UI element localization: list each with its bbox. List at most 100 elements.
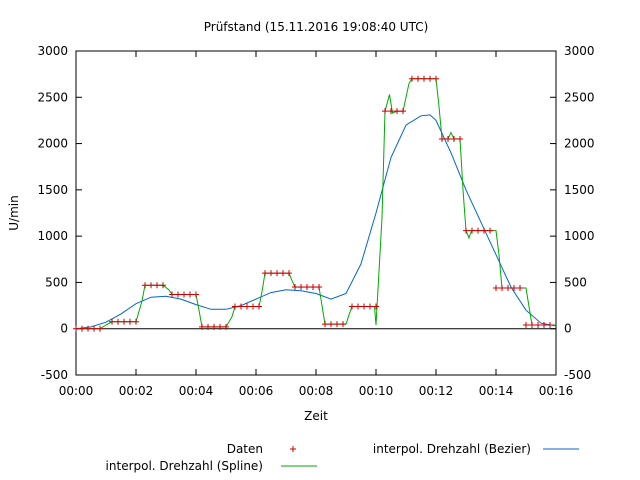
data-point [154,282,160,289]
y-tick-label-left: 0 [60,322,68,336]
data-point [382,108,388,115]
data-point [232,303,238,310]
data-point [160,282,166,289]
data-point [244,303,250,310]
data-point [415,75,421,82]
data-point [274,270,280,277]
data-point [373,303,379,310]
data-point [115,318,121,325]
ticks: -500 -500 0 0 500 500 1000 1000 1500 1500 2000 2000… [37,44,594,398]
data-point [73,325,79,332]
data-point [547,322,553,329]
chart-title: Prüfstand (15.11.2016 19:08:40 UTC) [204,20,429,34]
x-tick-label: 00:00 [59,384,94,398]
y-tick-label-right: 3000 [564,44,595,58]
y-tick-label-left: 1500 [37,183,68,197]
y-tick-label-right: 500 [564,275,587,289]
data-point [142,282,148,289]
y-tick-label-right: -500 [564,368,591,382]
data-point [268,270,274,277]
legend-label: interpol. Drehzahl (Bezier) [373,442,531,456]
y-tick-label-right: 2000 [564,137,595,151]
data-point [169,291,175,298]
data-point [529,322,535,329]
data-point [79,325,85,332]
x-tick-label: 00:10 [359,384,394,398]
data-point [499,284,505,291]
data-point [133,318,139,325]
legend: Daten interpol. Drehzahl (Bezier) interpol… [106,442,579,473]
data-point [322,321,328,328]
legend-swatch [290,446,296,452]
data-point [541,322,547,329]
data-point [421,75,427,82]
y-tick-label-left: 2500 [37,90,68,104]
y-tick-label-right: 0 [564,322,572,336]
data-point [262,270,268,277]
x-tick-label: 00:08 [299,384,334,398]
legend-label: Daten [227,442,263,456]
data-point [175,291,181,298]
legend-entry: Daten [227,442,296,456]
data-point [250,303,256,310]
legend-entry: interpol. Drehzahl (Spline) [106,459,317,473]
x-tick-label: 00:02 [119,384,154,398]
x-axis-label: Zeit [304,409,328,423]
data-point [304,284,310,291]
data-point [367,303,373,310]
x-tick-label: 00:04 [179,384,214,398]
data-point [238,303,244,310]
legend-entry: interpol. Drehzahl (Bezier) [373,442,579,456]
data-point [340,321,346,328]
data-point [97,325,103,332]
data-point [388,108,394,115]
y-tick-label-left: 500 [45,275,68,289]
data-point [409,75,415,82]
data-point [286,270,292,277]
data-point [475,227,481,234]
series-line-2 [75,114,557,330]
y-axis-label: U/min [7,195,21,230]
y-tick-label-left: 3000 [37,44,68,58]
data-point [433,75,439,82]
y-tick-label-left: -500 [41,368,68,382]
data-point [505,284,511,291]
series-layer [73,75,557,332]
data-point [85,325,91,332]
data-point [457,135,463,142]
data-point [334,321,340,328]
data-point [355,303,361,310]
data-point [256,303,262,310]
data-point [511,284,517,291]
y-tick-label-right: 1000 [564,229,595,243]
data-point [211,323,217,330]
data-point [400,108,406,115]
data-point [394,108,400,115]
data-point [451,135,457,142]
data-point [223,323,229,330]
plot-frame [75,50,557,376]
data-point [217,323,223,330]
y-tick-label-left: 2000 [37,137,68,151]
series-line-1 [76,78,556,330]
data-point [127,318,133,325]
data-point [328,321,334,328]
data-point [193,291,199,298]
data-point [187,291,193,298]
data-point [427,75,433,82]
x-tick-label: 00:12 [419,384,454,398]
data-point [148,282,154,289]
x-tick-label: 00:06 [239,384,274,398]
data-point [361,303,367,310]
data-point [292,284,298,291]
data-point [463,227,469,234]
data-point [91,325,97,332]
data-point [439,135,445,142]
data-point [445,135,451,142]
data-point [310,284,316,291]
data-point [280,270,286,277]
data-point [523,322,529,329]
data-point [487,227,493,234]
y-tick-label-right: 2500 [564,90,595,104]
